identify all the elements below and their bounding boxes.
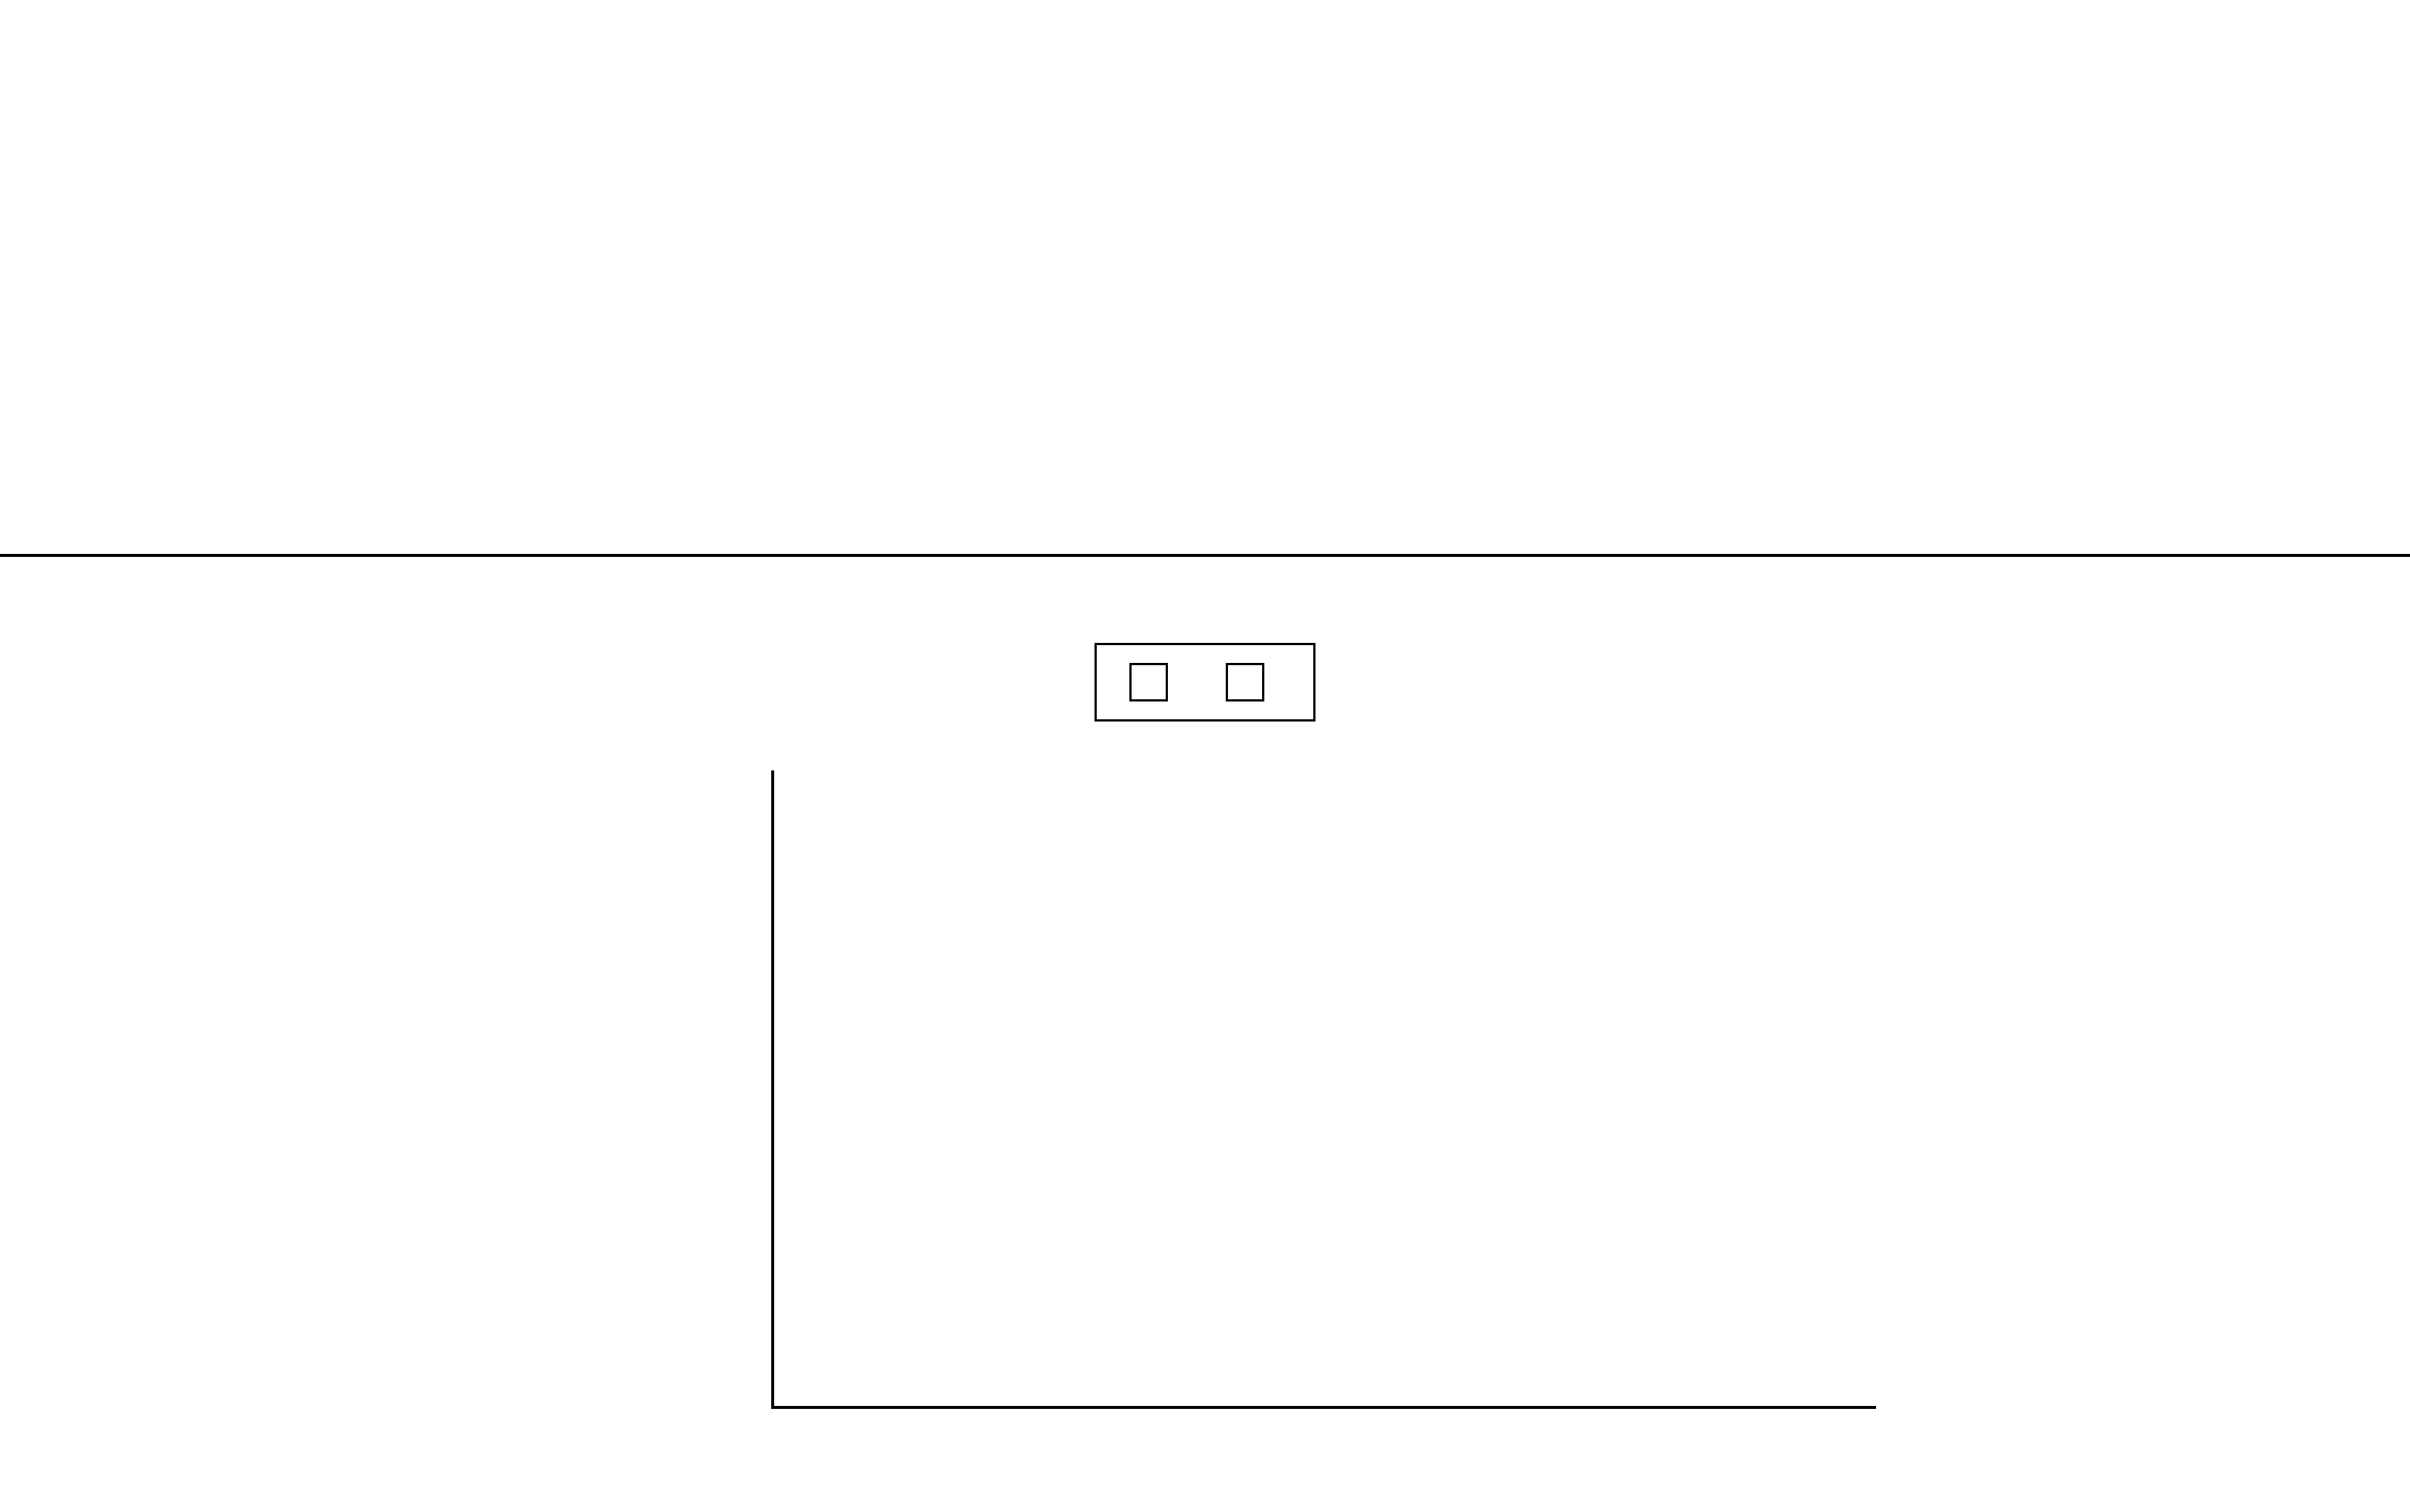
legend-swatch-mitral <box>1226 663 1264 701</box>
aortica-plot <box>771 770 1876 1409</box>
aortica-chart <box>645 770 2054 1512</box>
legend-entry-mitral <box>1226 663 1281 701</box>
legend <box>1095 643 1315 722</box>
legend-swatch-aortica <box>1129 663 1168 701</box>
mitral-x-labels <box>0 557 2410 570</box>
mitral-bars <box>0 0 2410 557</box>
legend-entry-aortica <box>1129 663 1184 701</box>
mitral-chart <box>0 0 2410 570</box>
